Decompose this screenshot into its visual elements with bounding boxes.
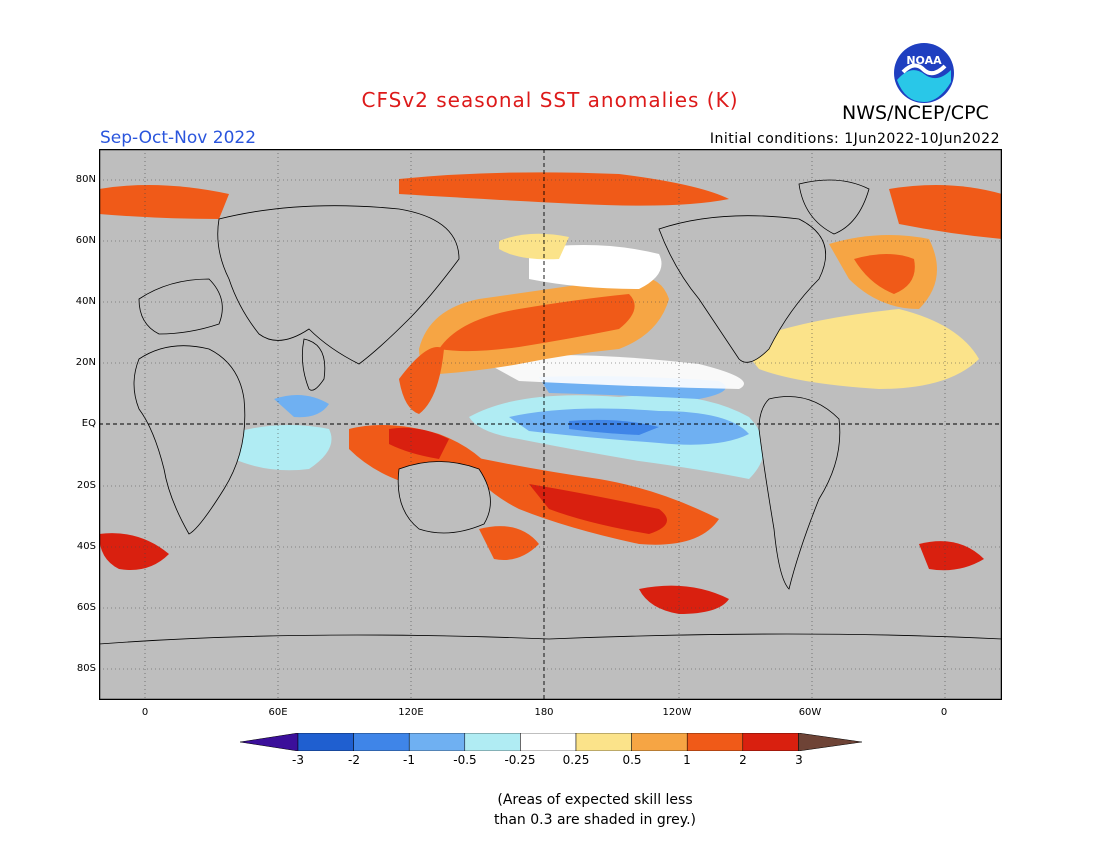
lat-label-80n: 80N [75, 174, 96, 185]
colorbar-tick-8: 2 [739, 753, 747, 767]
colorbar-seg-4 [464, 733, 521, 751]
lat-label-40n: 40N [75, 296, 96, 307]
lon-label-60e: 60E [268, 707, 288, 718]
colorbar-tick-3: -0.5 [453, 753, 477, 767]
colorbar-seg-2 [353, 733, 410, 751]
grid-lines [99, 149, 1002, 700]
atlantic-warm [739, 309, 979, 389]
colorbar-seg-8 [686, 733, 744, 751]
equator-dateline [99, 149, 1002, 700]
lon-label-120w: 120W [662, 707, 692, 718]
lon-label-0-right: 0 [940, 707, 948, 718]
colorbar-seg-5 [520, 733, 577, 751]
noaa-logo-text: NOAA [906, 54, 942, 67]
map-title: CFSv2 seasonal SST anomalies (K) [361, 88, 739, 112]
season-label: Sep-Oct-Nov 2022 [100, 128, 257, 148]
lat-label-80s: 80S [76, 663, 96, 674]
colorbar-tick-4: -0.25 [504, 753, 536, 767]
colorbar-tick-1: -2 [348, 753, 360, 767]
colorbar-seg-6 [575, 733, 632, 751]
colorbar [240, 733, 862, 751]
sst-anomaly-map [99, 149, 1002, 700]
indian-ocean-cool [229, 425, 332, 471]
colorbar-tick-2: -1 [403, 753, 415, 767]
southern-ocean-band [99, 589, 1002, 629]
colorbar-seg-10 [798, 733, 862, 751]
colorbar-tick-7: 1 [683, 753, 691, 767]
agency-label: NWS/NCEP/CPC [842, 102, 989, 124]
skill-note-line-2: than 0.3 are shaded in grey.) [493, 812, 696, 828]
noaa-logo: NOAA [894, 43, 954, 103]
colorbar-tick-0: -3 [292, 753, 304, 767]
colorbar-seg-0 [240, 733, 299, 751]
lat-label-20s: 20S [76, 480, 96, 491]
lat-label-60n: 60N [75, 235, 96, 246]
skill-note-line-1: (Areas of expected skill less [497, 792, 693, 808]
colorbar-seg-1 [297, 733, 354, 751]
lon-label-180: 180 [534, 707, 554, 718]
colorbar-seg-7 [631, 733, 688, 751]
colorbar-tick-9: 3 [795, 753, 803, 767]
colorbar-tick-5: 0.25 [562, 753, 590, 767]
lat-label-40s: 40S [76, 541, 96, 552]
colorbar-seg-3 [408, 733, 466, 751]
colorbar-seg-9 [742, 733, 799, 751]
lat-label-eq: EQ [81, 418, 96, 429]
colorbar-tick-6: 0.5 [622, 753, 642, 767]
continent-outlines [99, 179, 1002, 700]
lon-label-120e: 120E [398, 707, 424, 718]
lat-label-20n: 20N [75, 357, 96, 368]
lon-label-60w: 60W [798, 707, 822, 718]
lon-label-0-left: 0 [141, 707, 149, 718]
map-frame [99, 149, 1002, 700]
lat-label-60s: 60S [76, 602, 96, 613]
arctic-warm [399, 172, 729, 206]
initial-conditions-label: Initial conditions: 1Jun2022-10Jun2022 [709, 131, 1000, 147]
